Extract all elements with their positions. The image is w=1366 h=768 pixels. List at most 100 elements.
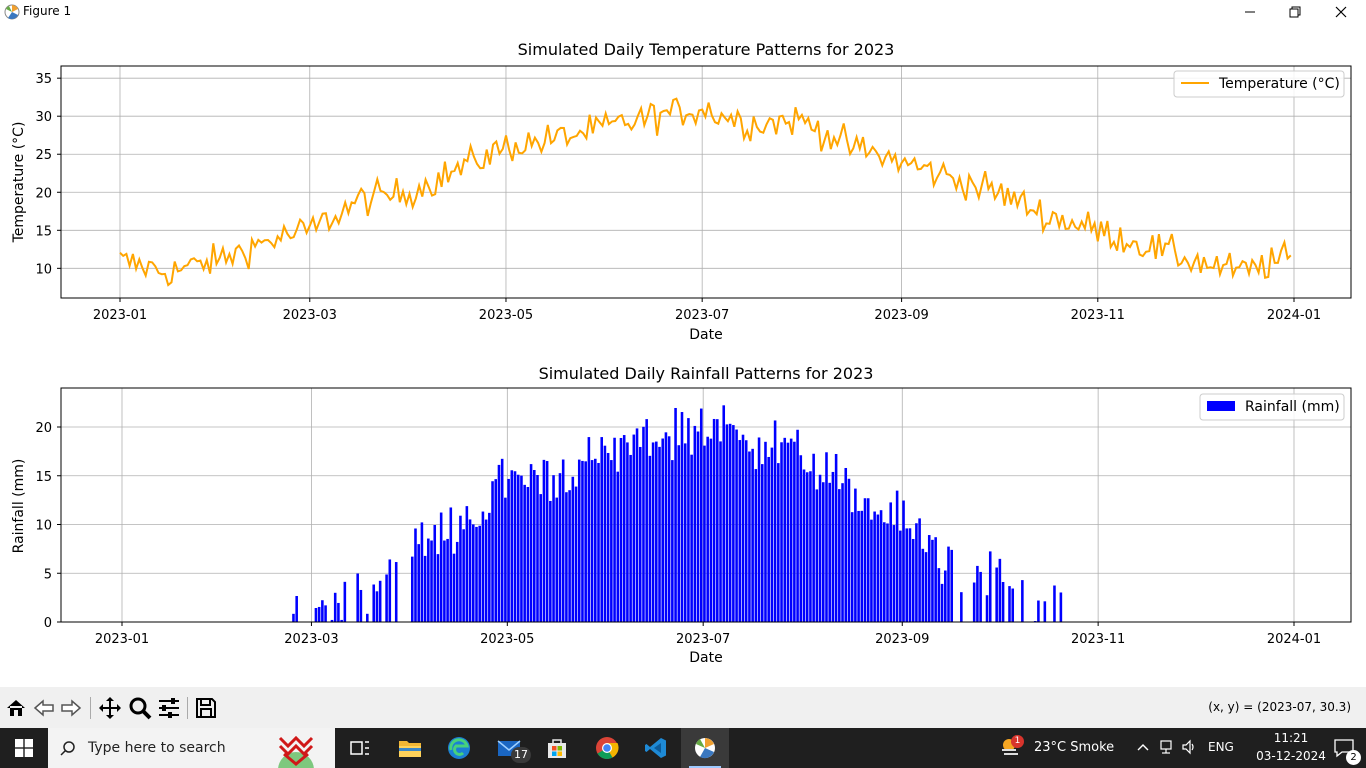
rainfall-bar: [484, 519, 488, 622]
start-button[interactable]: [0, 728, 48, 768]
clock-date[interactable]: 03-12-2024: [1256, 749, 1326, 763]
temperature-y-label: Temperature (°C): [11, 122, 27, 244]
vscode-icon: [645, 738, 666, 758]
home-button[interactable]: [3, 695, 29, 721]
rainfall-y-tick-label: 10: [35, 519, 52, 534]
rainfall-bar: [555, 497, 559, 622]
temperature-chart-title: Simulated Daily Temperature Patterns for…: [518, 40, 895, 59]
rainfall-bar: [866, 498, 870, 622]
language-indicator[interactable]: ENG: [1208, 740, 1234, 754]
rainfall-bar: [427, 538, 430, 622]
rainfall-bar: [793, 441, 796, 622]
rainfall-bar: [600, 437, 603, 622]
rainfall-bar: [995, 567, 998, 622]
notification-icon[interactable]: [1334, 738, 1354, 758]
rainfall-bar: [571, 476, 575, 622]
rainfall-bar: [728, 423, 732, 622]
rainfall-bar: [738, 440, 742, 622]
rainfall-bar: [780, 442, 783, 622]
rainfall-bar: [696, 431, 700, 622]
rainfall-bar: [587, 437, 591, 622]
rainfall-bar: [366, 613, 369, 622]
rainfall-bar: [757, 437, 761, 622]
matplotlib-taskbar-button[interactable]: [681, 728, 729, 768]
rainfall-bar: [789, 438, 793, 622]
rainfall-bar: [372, 584, 376, 622]
rainfall-x-tick-label: 2023-11: [1071, 632, 1125, 647]
rainfall-x-tick-label: 2023-09: [875, 632, 929, 647]
rainfall-bar: [873, 511, 876, 622]
rainfall-bar: [549, 500, 552, 622]
rainfall-bar: [809, 471, 812, 622]
weather-text[interactable]: 23°C Smoke: [1034, 740, 1115, 755]
search-highlight-image: [278, 735, 314, 768]
rainfall-bar: [812, 453, 815, 622]
rainfall-bar: [468, 519, 472, 622]
rainfall-y-tick-label: 0: [44, 616, 52, 631]
figure-canvas[interactable]: 2023-01 2023-03 2023-05 2023-07 2023-09 2023-…: [0, 24, 1366, 687]
mail-button[interactable]: 17: [485, 728, 533, 768]
edge-icon: [448, 737, 470, 759]
taskbar-search-box[interactable]: Type here to search: [48, 728, 335, 768]
chrome-button[interactable]: [583, 728, 631, 768]
save-button[interactable]: [193, 695, 219, 721]
minimize-button[interactable]: [1227, 0, 1273, 24]
figure-svg: 2023-01 2023-03 2023-05 2023-07 2023-09 2023-…: [11, 40, 1352, 666]
edge-button[interactable]: [435, 728, 483, 768]
rainfall-bar: [317, 606, 321, 622]
rainfall-bar: [735, 429, 738, 622]
rainfall-bar: [629, 454, 632, 622]
rainfall-bar: [388, 559, 392, 622]
restore-button[interactable]: [1272, 0, 1318, 24]
rainfall-bar: [619, 437, 623, 622]
forward-button[interactable]: [58, 695, 84, 721]
rainfall-bar: [497, 464, 501, 622]
rainfall-bar: [1001, 582, 1005, 622]
rainfall-bar: [725, 424, 729, 622]
zoom-button[interactable]: [127, 695, 153, 721]
rainfall-bar: [854, 488, 857, 622]
temperature-legend: Temperature (°C): [1173, 70, 1345, 98]
chrome-icon: [596, 737, 619, 759]
rainfall-bar: [622, 435, 626, 622]
rainfall-bar: [410, 556, 414, 622]
close-button[interactable]: [1318, 0, 1364, 24]
clock-time[interactable]: 11:21: [1273, 731, 1309, 745]
rainfall-bar: [796, 429, 799, 622]
rainfall-bar: [680, 412, 684, 622]
rainfall-axes-frame: [60, 387, 1352, 623]
network-icon[interactable]: [1159, 739, 1173, 755]
store-button[interactable]: [533, 728, 581, 768]
back-button[interactable]: [31, 695, 57, 721]
rainfall-bar: [1053, 585, 1056, 622]
rainfall-bar: [452, 553, 456, 622]
rainfall-bar: [924, 552, 928, 622]
temperature-x-tick-label: 2023-01: [93, 308, 147, 323]
rainfall-bar: [815, 489, 819, 622]
rainfall-bar: [709, 438, 713, 622]
rainfall-bar: [651, 442, 655, 622]
file-explorer-button[interactable]: [386, 728, 434, 768]
pan-button[interactable]: [97, 695, 123, 721]
weather-smoke-icon: [1002, 739, 1018, 755]
rainfall-bar: [529, 464, 533, 622]
rainfall-bar: [661, 438, 665, 622]
volume-icon[interactable]: [1182, 739, 1198, 755]
rainfall-bar: [536, 475, 539, 622]
vscode-button[interactable]: [632, 728, 680, 768]
rainfall-bar: [359, 589, 363, 622]
configure-subplots-button[interactable]: [156, 695, 182, 721]
close-icon: [1335, 6, 1347, 18]
rainfall-bar: [552, 475, 555, 622]
rainfall-bar: [1059, 592, 1063, 622]
show-hidden-icons-icon[interactable]: [1137, 742, 1149, 752]
rainfall-x-tick-label: 2023-03: [284, 632, 338, 647]
rainfall-bar: [732, 425, 735, 622]
rainfall-bar: [988, 551, 992, 622]
rainfall-bar: [770, 447, 774, 622]
rainfall-bar: [436, 554, 440, 622]
task-view-button[interactable]: [336, 728, 384, 768]
temperature-axes: 2023-01 2023-03 2023-05 2023-07 2023-09 2023-…: [11, 40, 1352, 343]
rainfall-bar: [568, 490, 571, 622]
rainfall-x-tick-label: 2023-01: [95, 632, 149, 647]
